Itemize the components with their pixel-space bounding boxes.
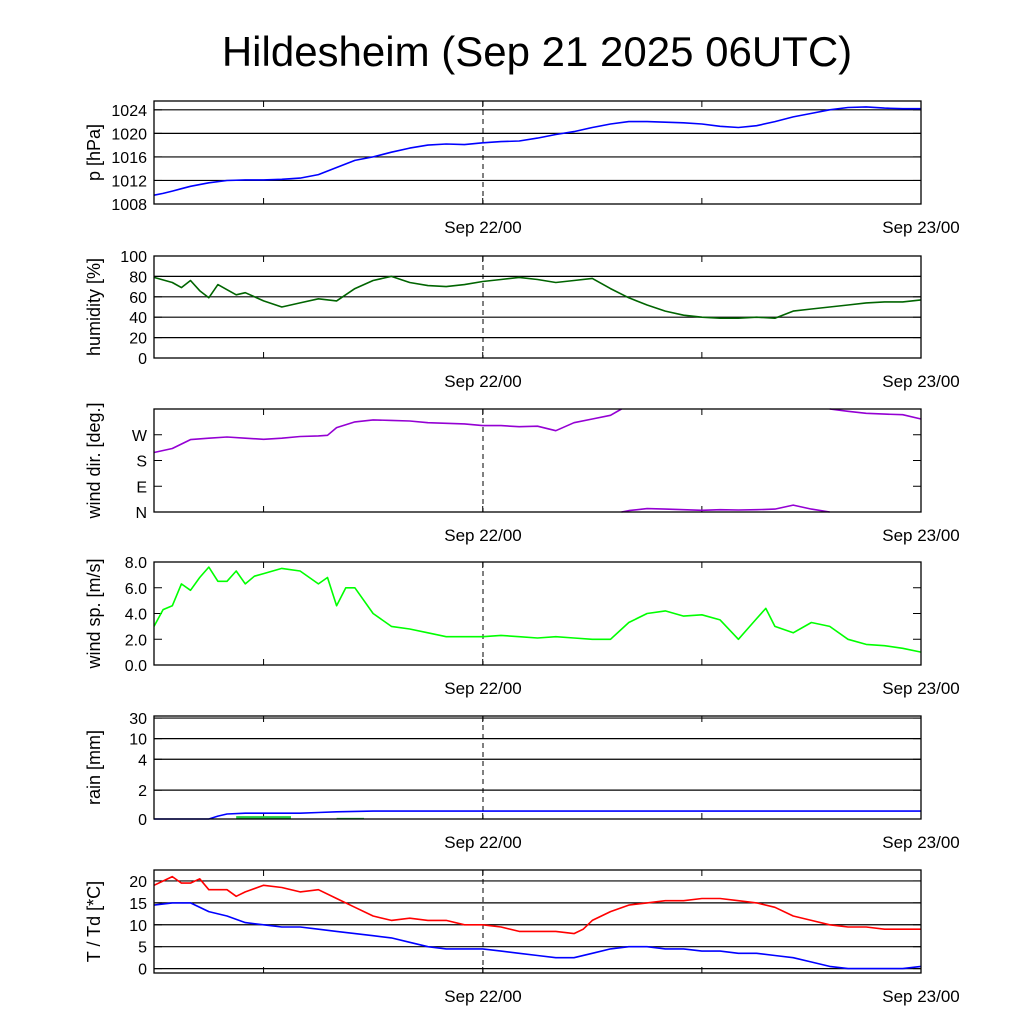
pressure-xtick-label: Sep 23/00 [882, 218, 960, 237]
temperature-ytick-label: 15 [129, 896, 147, 913]
temperature-ytick-label: 0 [138, 962, 147, 979]
humidity-frame [153, 255, 922, 359]
wind-direction-xtick-label: Sep 22/00 [444, 526, 522, 545]
temperature-axis-label: T / Td [*C] [84, 881, 104, 962]
wind-speed-xtick-label: Sep 22/00 [444, 679, 522, 698]
wind-speed-series-line [153, 566, 922, 653]
temperature-ytick-label: 20 [129, 874, 147, 891]
temperature-series-line [153, 902, 922, 970]
humidity-axis-label: humidity [%] [84, 258, 104, 356]
rain-ytick-label: 4 [138, 752, 147, 769]
rain-panel: 0 2 4 10 30 Sep 22/00 Sep 23/00 rain [mm] [84, 711, 960, 852]
humidity-ytick-label: 0 [138, 351, 147, 368]
pressure-xtick-label: Sep 22/00 [444, 218, 522, 237]
wind-speed-ytick-label: 6.0 [125, 581, 147, 598]
wind-direction-ytick-label: E [136, 479, 147, 496]
temperature-series-line [153, 875, 921, 935]
temperature-ytick-label: 10 [129, 918, 147, 935]
wind-speed-ytick-label: 0.0 [125, 658, 147, 675]
humidity-ytick-label: 100 [120, 249, 147, 266]
wind-direction-xtick-label: Sep 23/00 [882, 526, 960, 545]
rain-frame [153, 715, 922, 820]
wind-direction-ytick-label: N [135, 505, 147, 522]
wind-speed-frame [153, 561, 922, 666]
humidity-xtick-label: Sep 22/00 [444, 372, 522, 391]
wind-speed-axis-label: wind sp. [m/s] [84, 558, 104, 669]
wind-speed-ytick-label: 2.0 [125, 632, 147, 649]
wind-direction-series-line [829, 408, 922, 420]
rain-xtick-label: Sep 22/00 [444, 833, 522, 852]
wind-direction-frame [153, 408, 922, 513]
rain-ytick-label: 2 [138, 783, 147, 800]
pressure-panel: 1008 1012 1016 1020 1024 Sep 22/00 Sep 23/00 p … [84, 100, 960, 237]
wind-direction-ytick-label: W [132, 428, 148, 445]
humidity-series-line [153, 275, 922, 320]
pressure-axis-label: p [hPa] [84, 124, 104, 181]
pressure-series-line [153, 106, 921, 196]
humidity-xtick-label: Sep 23/00 [882, 372, 960, 391]
pressure-ytick-label: 1016 [111, 150, 147, 167]
wind-speed-ytick-label: 4.0 [125, 607, 147, 624]
rain-ytick-label: 0 [138, 812, 147, 829]
temperature-ytick-label: 5 [138, 940, 147, 957]
pressure-ytick-label: 1012 [111, 173, 147, 190]
temperature-xtick-label: Sep 22/00 [444, 987, 522, 1006]
rain-series-line [154, 810, 921, 820]
chart-title: Hildesheim (Sep 21 2025 06UTC) [222, 28, 852, 75]
humidity-ytick-label: 60 [129, 290, 147, 307]
temperature-xtick-label: Sep 23/00 [882, 987, 960, 1006]
wind-direction-series-line [153, 408, 622, 454]
humidity-ytick-label: 80 [129, 269, 147, 286]
humidity-ytick-label: 20 [129, 331, 147, 348]
rain-ytick-label: 30 [129, 711, 147, 728]
wind-direction-ytick-label: S [136, 454, 147, 471]
pressure-ytick-label: 1024 [111, 103, 147, 120]
pressure-ytick-label: 1008 [111, 197, 147, 214]
wind-speed-xtick-label: Sep 23/00 [882, 679, 960, 698]
wind-speed-panel: 0.0 2.0 4.0 6.0 8.0 Sep 22/00 Sep 23/00 wind sp… [84, 555, 960, 698]
wind-direction-axis-label: wind dir. [deg.] [84, 402, 104, 519]
rain-xtick-label: Sep 23/00 [882, 833, 960, 852]
rain-bar [236, 816, 291, 819]
wind-direction-series-line [621, 504, 830, 513]
temperature-frame [153, 869, 922, 974]
rain-ytick-label: 10 [129, 732, 147, 749]
rain-axis-label: rain [mm] [84, 730, 104, 805]
wind-speed-ytick-label: 8.0 [125, 555, 147, 572]
pressure-frame [153, 100, 922, 205]
humidity-panel: 0 20 40 60 80 100 Sep 22/00 Sep 23/00 humidity [… [84, 249, 960, 391]
humidity-ytick-label: 40 [129, 310, 147, 327]
pressure-ytick-label: 1020 [111, 126, 147, 143]
temperature-panel: 0 5 10 15 20 Sep 22/00 Sep 23/00 T / Td [*C] [84, 869, 960, 1006]
